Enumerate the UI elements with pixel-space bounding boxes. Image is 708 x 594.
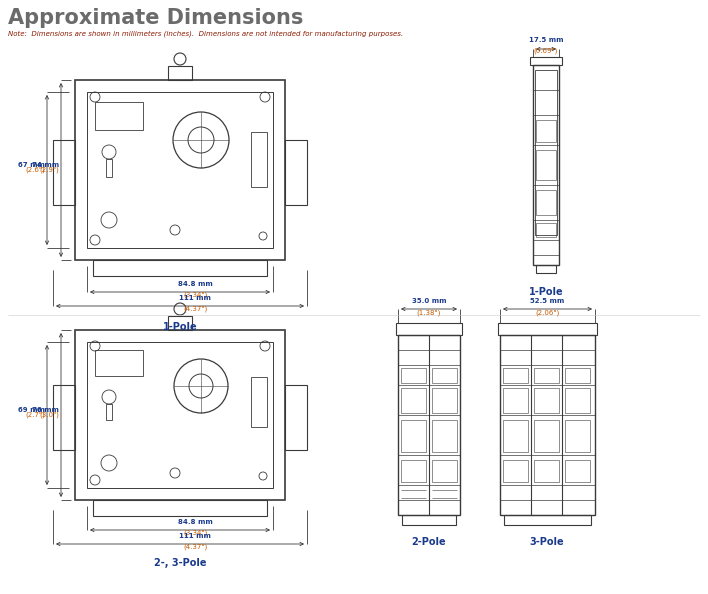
Bar xyxy=(285,140,307,205)
Bar xyxy=(402,515,456,525)
Bar xyxy=(106,159,112,177)
Bar xyxy=(401,420,426,452)
Bar xyxy=(535,70,557,235)
Bar xyxy=(432,420,457,452)
Bar xyxy=(534,460,559,482)
Text: Approximate Dimensions: Approximate Dimensions xyxy=(8,8,303,28)
Text: (2.7"): (2.7") xyxy=(25,412,45,418)
Bar xyxy=(534,420,559,452)
Bar xyxy=(565,460,590,482)
Bar xyxy=(503,368,528,383)
Text: 76 mm: 76 mm xyxy=(32,407,59,413)
Bar xyxy=(53,140,75,205)
Bar xyxy=(534,388,559,413)
Bar xyxy=(106,404,112,420)
Bar xyxy=(168,66,192,80)
Bar xyxy=(251,132,267,187)
Bar xyxy=(503,388,528,413)
Bar xyxy=(432,460,457,482)
Bar xyxy=(432,368,457,383)
Text: (2.6"): (2.6") xyxy=(25,166,45,173)
Text: (3.0"): (3.0") xyxy=(39,412,59,418)
Text: 111 mm: 111 mm xyxy=(179,295,211,301)
Bar xyxy=(285,385,307,450)
Text: 74 mm: 74 mm xyxy=(32,162,59,168)
Bar xyxy=(536,190,556,215)
Bar xyxy=(251,377,267,427)
Bar xyxy=(503,420,528,452)
Bar xyxy=(565,368,590,383)
Bar xyxy=(533,65,559,265)
Text: (4.37"): (4.37") xyxy=(183,306,207,312)
Bar xyxy=(536,150,556,180)
Bar xyxy=(95,102,143,130)
Bar xyxy=(530,57,562,65)
Text: 111 mm: 111 mm xyxy=(179,533,211,539)
Text: 84.8 mm: 84.8 mm xyxy=(178,519,212,525)
Bar xyxy=(398,335,460,515)
Bar xyxy=(53,385,75,450)
Bar xyxy=(93,260,267,276)
Text: 3-Pole: 3-Pole xyxy=(530,537,564,547)
Text: (1.38"): (1.38") xyxy=(417,309,441,315)
Text: (2.06"): (2.06") xyxy=(535,309,559,315)
Text: 1-Pole: 1-Pole xyxy=(163,322,198,332)
Bar xyxy=(432,388,457,413)
Bar xyxy=(534,368,559,383)
Text: (3.34"): (3.34") xyxy=(183,530,207,536)
Bar xyxy=(565,388,590,413)
Text: 69 mm: 69 mm xyxy=(18,407,45,413)
Text: (4.37"): (4.37") xyxy=(183,544,207,551)
Text: 17.5 mm: 17.5 mm xyxy=(529,37,564,43)
Bar xyxy=(504,515,591,525)
Text: 2-, 3-Pole: 2-, 3-Pole xyxy=(154,558,206,568)
Text: 84.8 mm: 84.8 mm xyxy=(178,281,212,287)
Text: 52.5 mm: 52.5 mm xyxy=(530,298,564,304)
Bar xyxy=(536,265,556,273)
Bar xyxy=(536,223,556,237)
Bar xyxy=(536,120,556,142)
Bar xyxy=(75,80,285,260)
Bar xyxy=(95,350,143,376)
Bar xyxy=(565,420,590,452)
Bar xyxy=(503,460,528,482)
Text: 1-Pole: 1-Pole xyxy=(529,287,564,297)
Text: 2-Pole: 2-Pole xyxy=(411,537,446,547)
Bar xyxy=(75,330,285,500)
Bar xyxy=(401,368,426,383)
Bar xyxy=(396,323,462,335)
Bar xyxy=(168,316,192,330)
Bar xyxy=(401,388,426,413)
Bar xyxy=(500,335,595,515)
Text: (3.34"): (3.34") xyxy=(183,292,207,299)
Bar xyxy=(93,500,267,516)
Text: (2.9"): (2.9") xyxy=(39,166,59,173)
Text: (0.69"): (0.69") xyxy=(534,48,558,55)
Bar xyxy=(401,460,426,482)
Bar xyxy=(498,323,597,335)
Bar xyxy=(87,92,273,248)
Text: 35.0 mm: 35.0 mm xyxy=(412,298,446,304)
Text: 67 mm: 67 mm xyxy=(18,162,45,168)
Bar xyxy=(87,342,273,488)
Text: Note:  Dimensions are shown in millimeters (inches).  Dimensions are not intende: Note: Dimensions are shown in millimeter… xyxy=(8,30,403,37)
